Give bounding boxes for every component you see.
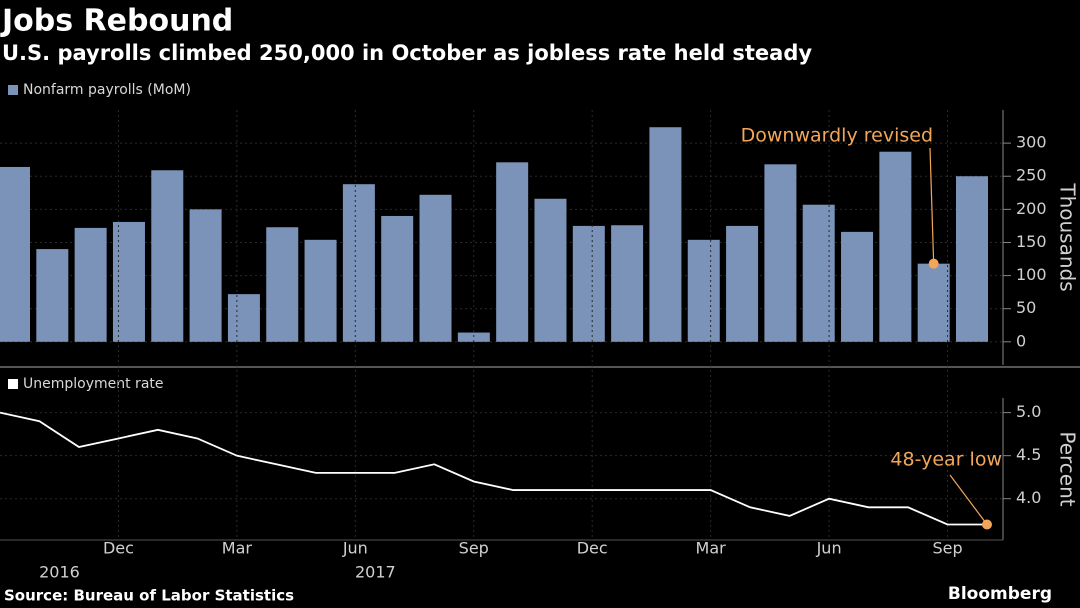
annotation-dot (982, 519, 992, 530)
bar (611, 225, 644, 342)
x-tick-label: Sep (459, 539, 489, 558)
bar (649, 127, 682, 342)
y-axis-title: Thousands (1056, 182, 1080, 291)
y-tick-label: 200 (1016, 199, 1047, 218)
bar (74, 227, 107, 342)
x-tick-label: Mar (222, 539, 253, 558)
bar (0, 166, 30, 342)
annotation-leader (949, 474, 988, 525)
bar (227, 294, 260, 342)
annotation-dot (928, 258, 939, 269)
x-year-label: 2016 (39, 563, 80, 582)
y-tick-label: 0 (1016, 331, 1026, 350)
y-tick-label: 250 (1016, 166, 1047, 185)
bar (764, 164, 797, 342)
annotation: 48-year low (890, 449, 1002, 471)
y-tick-label: 300 (1016, 133, 1047, 152)
brand: Bloomberg (948, 584, 1052, 604)
bar (841, 231, 874, 342)
chart-subtitle: U.S. payrolls climbed 250,000 in October… (2, 41, 812, 65)
bar (687, 239, 720, 342)
bar (342, 184, 375, 342)
annotation: Downwardly revised (741, 125, 933, 147)
bar (266, 227, 299, 342)
bar (917, 263, 950, 342)
bar (802, 204, 835, 342)
y-tick-label: 5.0 (1016, 402, 1041, 421)
line (0, 411, 987, 526)
y-tick-label: 4.5 (1016, 445, 1041, 464)
y-tick-label: 150 (1016, 232, 1047, 251)
x-year-label: 2017 (355, 563, 396, 582)
y-tick-label: 100 (1016, 265, 1047, 284)
bar (879, 151, 912, 342)
bar (419, 194, 452, 342)
x-tick-label: Dec (577, 539, 608, 558)
y-tick-label: 50 (1016, 298, 1036, 317)
x-tick-label: Jun (342, 539, 368, 558)
bar (151, 170, 184, 342)
bar (726, 225, 759, 342)
y-axis-title: Percent (1056, 431, 1080, 506)
bar (304, 239, 337, 342)
bar (534, 198, 567, 342)
bar (572, 225, 605, 342)
legend-label: Nonfarm payrolls (MoM) (23, 82, 191, 98)
bar (496, 162, 529, 342)
bar (381, 215, 414, 342)
legend-swatch (8, 379, 18, 389)
x-tick-label: Mar (696, 539, 727, 558)
annotation-leader (929, 147, 935, 264)
bar (457, 332, 490, 342)
x-tick-label: Dec (103, 539, 134, 558)
x-tick-label: Jun (816, 539, 842, 558)
legend-label: Unemployment rate (23, 376, 164, 392)
bar (956, 176, 988, 342)
bar (189, 209, 222, 342)
source: Source: Bureau of Labor Statistics (4, 587, 294, 605)
y-tick-label: 4.0 (1016, 488, 1041, 507)
bar (36, 249, 69, 342)
x-tick-label: Sep (932, 539, 962, 558)
legend-swatch (8, 85, 18, 95)
chart-title: Jobs Rebound (0, 4, 233, 39)
bar (112, 221, 145, 342)
